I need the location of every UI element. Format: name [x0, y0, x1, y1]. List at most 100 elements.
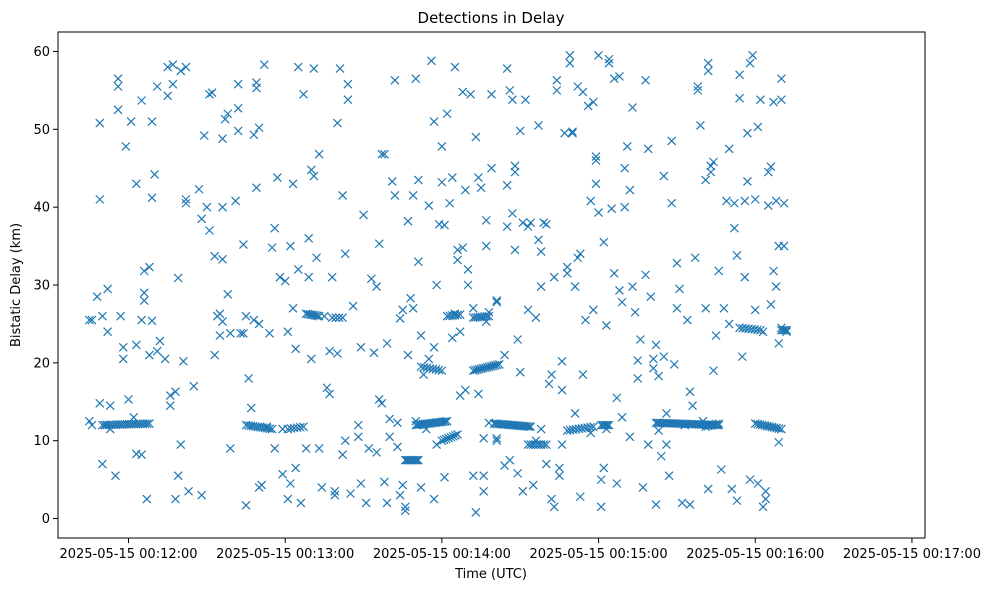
- data-point: [581, 315, 590, 325]
- data-point: [745, 475, 755, 485]
- data-point: [437, 177, 447, 187]
- data-point: [450, 430, 460, 440]
- data-point: [310, 311, 320, 320]
- data-point: [223, 109, 233, 119]
- data-point: [403, 216, 413, 226]
- data-point: [510, 161, 520, 171]
- data-point: [238, 240, 248, 249]
- data-point: [181, 198, 191, 208]
- data-point: [672, 303, 682, 313]
- data-point: [492, 297, 502, 307]
- data-point: [669, 359, 679, 369]
- data-point: [769, 97, 778, 107]
- data-point: [408, 303, 418, 313]
- x-tick-label: 2025-05-15 00:12:00: [59, 547, 197, 562]
- data-point: [131, 340, 141, 350]
- data-point: [393, 418, 402, 428]
- data-point: [774, 338, 784, 348]
- data-point: [353, 420, 363, 430]
- data-point: [210, 251, 220, 261]
- data-point: [643, 440, 653, 450]
- data-point: [536, 424, 546, 434]
- y-tick-label: 0: [42, 512, 50, 527]
- data-point: [526, 218, 536, 228]
- data-point: [249, 315, 259, 325]
- y-tick-label: 10: [33, 434, 50, 449]
- data-point: [737, 352, 747, 362]
- data-point: [677, 498, 687, 508]
- data-point: [711, 419, 721, 429]
- data-point: [724, 144, 734, 154]
- data-point: [429, 342, 439, 352]
- data-point: [152, 346, 162, 356]
- data-point: [685, 500, 695, 509]
- data-point: [118, 342, 128, 352]
- data-point: [515, 367, 525, 377]
- data-point: [521, 95, 530, 105]
- data-point: [387, 177, 397, 186]
- data-point: [299, 422, 308, 432]
- data-point: [438, 417, 448, 427]
- data-point: [163, 62, 173, 72]
- x-tick-label: 2025-05-15 00:15:00: [530, 547, 668, 562]
- data-point: [557, 385, 567, 395]
- data-point: [446, 432, 456, 442]
- data-point: [398, 305, 408, 315]
- data-point: [706, 421, 716, 430]
- data-point: [474, 173, 483, 182]
- data-point: [758, 327, 768, 337]
- data-point: [641, 270, 650, 280]
- data-point: [463, 265, 473, 274]
- data-point: [137, 315, 146, 325]
- data-point: [547, 494, 556, 504]
- y-tick-label: 20: [33, 356, 50, 371]
- data-point: [416, 331, 426, 341]
- data-point: [531, 313, 541, 323]
- data-point: [709, 157, 718, 167]
- data-point: [334, 313, 344, 323]
- data-point: [440, 417, 450, 426]
- y-tick-label: 40: [33, 201, 50, 216]
- data-point: [176, 66, 186, 76]
- data-point: [735, 70, 745, 80]
- data-point: [95, 398, 105, 408]
- data-point: [682, 315, 692, 325]
- data-point: [479, 433, 489, 443]
- data-point: [620, 202, 630, 212]
- data-point: [171, 387, 180, 397]
- data-point: [453, 430, 462, 439]
- data-point: [604, 420, 614, 430]
- data-point: [615, 71, 624, 81]
- data-point: [442, 109, 452, 119]
- data-point: [249, 130, 259, 140]
- data-point: [293, 62, 303, 72]
- data-point: [398, 480, 408, 490]
- data-point: [440, 220, 449, 230]
- data-point: [468, 303, 478, 313]
- data-point: [142, 494, 152, 504]
- data-point: [291, 344, 301, 354]
- data-point: [539, 218, 549, 228]
- data-point: [400, 506, 410, 516]
- data-point: [703, 484, 713, 494]
- data-point: [463, 280, 473, 290]
- data-point: [331, 313, 341, 323]
- data-point: [165, 391, 175, 400]
- y-tick-label: 50: [33, 123, 50, 138]
- data-point: [137, 96, 146, 105]
- data-point: [380, 149, 389, 159]
- data-point: [778, 325, 788, 335]
- data-point: [84, 315, 94, 325]
- data-point: [562, 262, 572, 272]
- data-point: [306, 165, 316, 175]
- data-point: [554, 463, 564, 473]
- data-point: [756, 95, 765, 105]
- data-point: [612, 393, 622, 403]
- data-point: [111, 471, 120, 481]
- data-point: [630, 307, 640, 317]
- data-point: [233, 126, 243, 136]
- data-point: [466, 89, 476, 99]
- data-point: [413, 175, 423, 185]
